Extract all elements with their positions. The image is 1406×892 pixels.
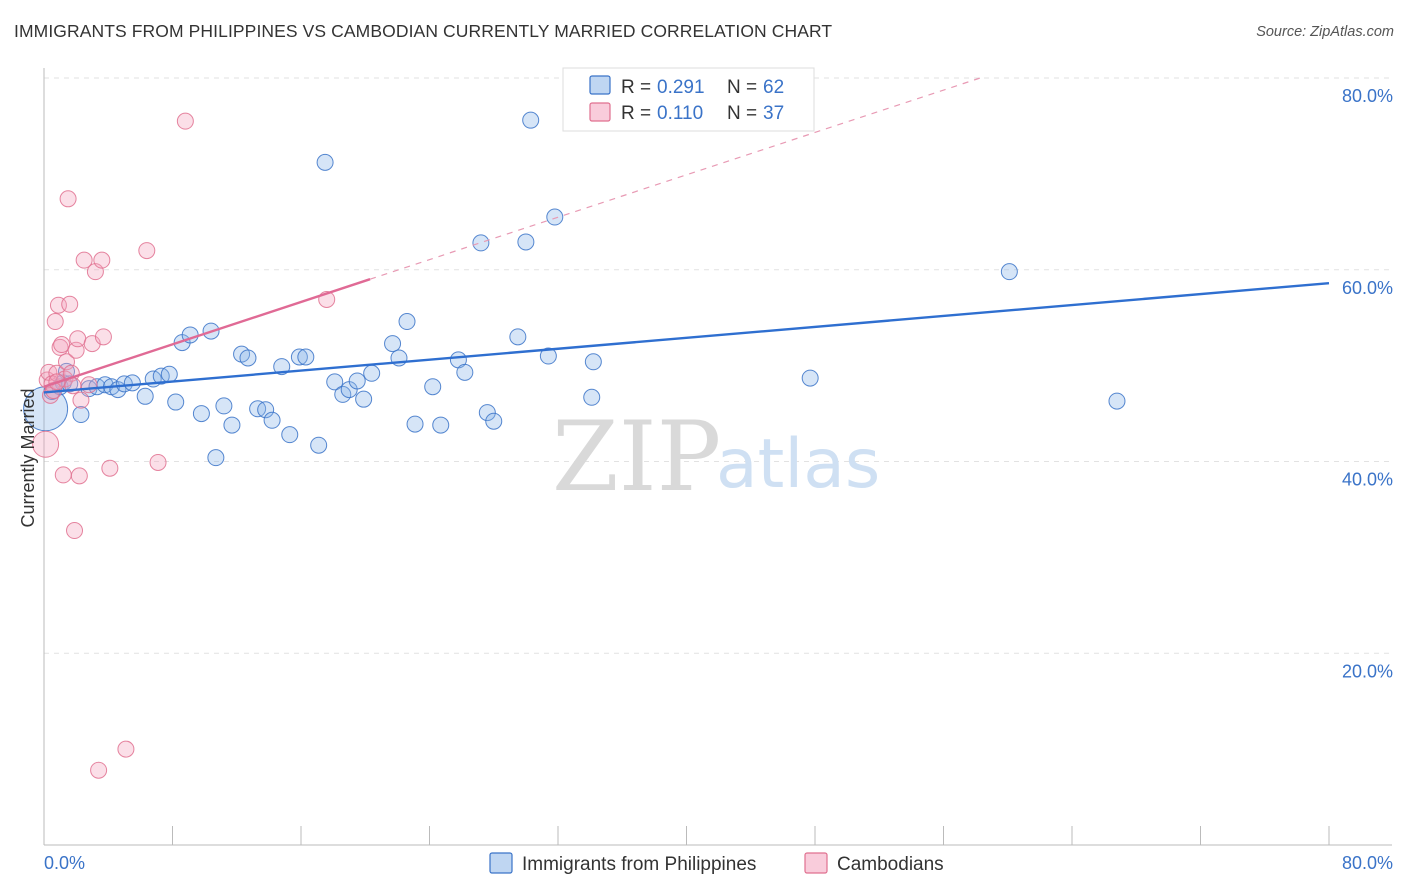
point-philippines xyxy=(160,365,178,383)
point-philippines xyxy=(509,328,527,346)
point-philippines xyxy=(456,363,474,381)
point-philippines xyxy=(316,153,334,171)
point-philippines xyxy=(432,416,450,434)
legend-r-value: 0.291 xyxy=(657,77,705,98)
point-philippines xyxy=(406,415,424,433)
point-cambodians xyxy=(75,251,93,269)
legend: R = 0.291 N = 62 R = 0.110 N = 37 xyxy=(562,67,815,132)
point-cambodians xyxy=(59,190,77,208)
y-tick-label: 60.0% xyxy=(1342,278,1393,298)
point-philippines xyxy=(290,348,308,366)
legend-n-label: N = xyxy=(727,77,757,98)
point-philippines xyxy=(207,449,225,467)
point-philippines xyxy=(517,233,535,251)
bottom-legend-swatch-cambodians xyxy=(804,852,828,874)
x-tick-label: 80.0% xyxy=(1342,853,1393,873)
point-philippines xyxy=(215,397,233,415)
point-cambodians xyxy=(90,761,108,779)
legend-r-value: 0.110 xyxy=(657,103,703,124)
y-tick-label: 80.0% xyxy=(1342,86,1393,106)
point-philippines xyxy=(355,390,373,408)
y-tick-label: 20.0% xyxy=(1342,661,1393,681)
point-philippines xyxy=(326,373,344,391)
point-cambodians xyxy=(101,459,119,477)
point-philippines xyxy=(398,313,416,331)
point-cambodians xyxy=(53,336,71,354)
point-cambodians xyxy=(66,522,84,540)
point-cambodians xyxy=(117,740,135,758)
watermark: ZIP atlas xyxy=(552,401,880,513)
gridlines: 20.0% 40.0% 60.0% 80.0% xyxy=(44,77,1393,681)
legend-n-value: 37 xyxy=(763,103,784,124)
point-philippines xyxy=(363,364,381,382)
data-points xyxy=(23,111,1126,779)
point-philippines xyxy=(472,234,490,252)
point-philippines xyxy=(72,406,90,424)
point-philippines xyxy=(424,378,442,396)
point-cambodians xyxy=(138,242,156,260)
point-philippines xyxy=(273,358,291,376)
watermark-zip: ZIP xyxy=(552,401,721,513)
point-cambodians xyxy=(70,467,88,485)
legend-n-value: 62 xyxy=(763,77,784,98)
point-philippines xyxy=(263,411,281,429)
legend-swatch-philippines xyxy=(589,75,611,95)
point-philippines xyxy=(546,208,564,226)
bottom-legend: Immigrants from Philippines Cambodians xyxy=(489,852,944,875)
trend-lines xyxy=(43,77,1330,394)
legend-r-label: R = xyxy=(621,103,651,124)
point-philippines xyxy=(539,347,557,365)
legend-r-label: R = xyxy=(621,77,651,98)
point-philippines xyxy=(123,374,141,392)
x-tick-label: 0.0% xyxy=(44,853,85,873)
axes: 0.0% 80.0% xyxy=(43,68,1393,873)
point-philippines xyxy=(310,436,328,454)
point-cambodians xyxy=(51,338,69,356)
chart-title: IMMIGRANTS FROM PHILIPPINES VS CAMBODIAN… xyxy=(14,21,833,41)
point-cambodians xyxy=(61,295,79,313)
point-philippines xyxy=(485,412,503,430)
point-philippines xyxy=(192,405,210,423)
point-philippines xyxy=(522,111,540,129)
point-cambodians xyxy=(80,376,98,394)
point-cambodians xyxy=(32,430,60,458)
point-philippines xyxy=(167,393,185,411)
point-philippines xyxy=(239,349,257,367)
point-philippines xyxy=(257,401,275,419)
point-philippines xyxy=(223,416,241,434)
chart-source: Source: ZipAtlas.com xyxy=(1256,24,1394,40)
point-cambodians xyxy=(69,330,87,348)
point-philippines xyxy=(1108,392,1126,410)
y-axis-label: Currently Married xyxy=(18,388,38,527)
point-philippines xyxy=(1000,263,1018,281)
bottom-legend-label-cambodians: Cambodians xyxy=(837,854,944,875)
point-cambodians xyxy=(93,251,111,269)
watermark-atlas: atlas xyxy=(716,425,880,504)
point-philippines xyxy=(801,369,819,387)
point-philippines xyxy=(136,387,154,405)
point-cambodians xyxy=(149,453,167,471)
legend-n-label: N = xyxy=(727,103,757,124)
bottom-legend-swatch-philippines xyxy=(489,852,513,874)
point-philippines xyxy=(584,353,602,371)
point-philippines xyxy=(478,404,496,422)
point-philippines xyxy=(384,335,402,353)
point-cambodians xyxy=(46,313,64,331)
point-cambodians xyxy=(94,328,112,346)
y-tick-label: 40.0% xyxy=(1342,470,1393,490)
trend-line-cambodians xyxy=(43,278,371,388)
point-philippines xyxy=(281,426,299,444)
point-cambodians xyxy=(72,391,90,409)
trend-line-philippines xyxy=(43,281,1330,394)
point-philippines xyxy=(348,372,366,390)
bottom-legend-label-philippines: Immigrants from Philippines xyxy=(522,854,756,875)
legend-swatch-cambodians xyxy=(589,102,611,122)
point-cambodians xyxy=(54,466,72,484)
point-philippines xyxy=(583,388,601,406)
point-cambodians xyxy=(176,112,194,130)
point-philippines xyxy=(297,348,315,366)
